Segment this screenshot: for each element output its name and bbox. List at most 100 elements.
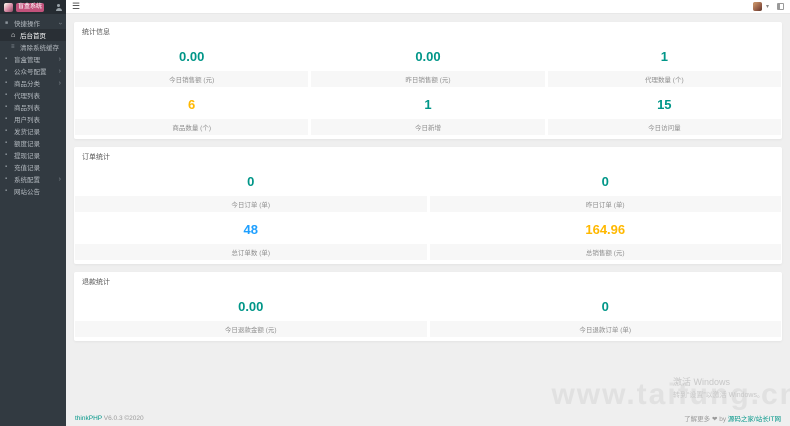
sidebar-item-label: 提现记录 xyxy=(14,153,40,160)
sidebar-item-agent-list[interactable]: 代理列表 xyxy=(0,89,66,101)
stat-value: 1 xyxy=(660,49,668,64)
stat-value: 48 xyxy=(243,222,258,237)
stat-value: 1 xyxy=(424,97,432,112)
sidebar-item-system-config[interactable]: 系统配置 xyxy=(0,173,66,185)
sidebar: 盲盒系统 快捷操作 后台首页 清除系统缓存 盲盒管理 xyxy=(0,0,66,426)
footer: thinkPHP V6.0.3 ©2020 了解更多 ❤ by 源码之家/站长I… xyxy=(66,410,790,426)
chevron-down-icon xyxy=(59,20,61,27)
menu-toggle-icon[interactable]: ☰ xyxy=(72,1,81,11)
recharge-icon xyxy=(5,164,14,170)
sidebar-item-label: 商品列表 xyxy=(14,105,40,112)
stat-value: 0 xyxy=(247,174,255,189)
stat-label: 今日退款金额 (元) xyxy=(75,321,427,337)
topbar-right: ▾ xyxy=(752,2,784,11)
home-icon xyxy=(11,32,20,39)
main-content: 统计信息 0.00 今日销售额 (元) 0.00 昨日销售额 (元) 1 代理数… xyxy=(66,14,790,426)
folder-icon xyxy=(5,20,14,26)
goods-icon xyxy=(5,104,14,110)
sidebar-item-label: 充值记录 xyxy=(14,165,40,172)
sidebar-item-recharge-records[interactable]: 充值记录 xyxy=(0,161,66,173)
sidebar-item-label: 清除系统缓存 xyxy=(20,45,59,52)
sidebar-item-label: 发货记录 xyxy=(14,129,40,136)
stat-value: 164.96 xyxy=(585,222,626,237)
user-icon[interactable] xyxy=(55,3,62,11)
stat-cell: 0.00 昨日销售额 (元) xyxy=(311,41,545,89)
stat-label: 昨日销售额 (元) xyxy=(311,71,545,87)
sidebar-item-label: 用户列表 xyxy=(14,117,40,124)
sidebar-item-label: 网站公告 xyxy=(14,189,40,196)
stat-cell: 6 商品数量 (个) xyxy=(75,89,309,137)
quota-icon xyxy=(5,140,14,146)
sidebar-item-blindbox-manage[interactable]: 盲盒管理 xyxy=(0,53,66,65)
footer-brand[interactable]: thinkPHP xyxy=(75,414,102,422)
notice-icon xyxy=(5,188,14,194)
tag-icon xyxy=(5,80,14,86)
chevron-right-icon xyxy=(59,68,61,75)
stat-value: 0.00 xyxy=(415,49,441,64)
stat-value: 15 xyxy=(657,97,672,112)
topbar: ☰ ▾ xyxy=(66,0,790,14)
sidebar-item-quick-actions[interactable]: 快捷操作 xyxy=(0,17,66,29)
chevron-right-icon xyxy=(59,80,61,87)
chevron-down-icon[interactable]: ▾ xyxy=(765,3,769,10)
stat-label: 代理数量 (个) xyxy=(547,71,781,87)
users-icon xyxy=(5,116,14,122)
footer-version: thinkPHP V6.0.3 ©2020 xyxy=(75,415,144,422)
footer-credit: 了解更多 ❤ by 源码之家/站长IT网 xyxy=(684,413,781,423)
sidebar-item-home[interactable]: 后台首页 xyxy=(0,29,66,41)
stat-cell: 0.00 今日退款金额 (元) xyxy=(75,291,427,339)
sidebar-item-site-notice[interactable]: 网站公告 xyxy=(0,185,66,197)
sidebar-item-label: 盲盒管理 xyxy=(14,57,40,64)
stat-label: 今日订单 (单) xyxy=(75,196,427,212)
stat-label: 今日新增 xyxy=(311,119,545,135)
avatar[interactable] xyxy=(752,2,762,11)
sidebar-item-label: 快捷操作 xyxy=(14,21,40,28)
app-title: 盲盒系统 xyxy=(16,2,45,12)
stat-label: 昨日订单 (单) xyxy=(429,196,781,212)
chat-icon xyxy=(5,68,14,74)
orders-panel: 订单统计 0 今日订单 (单) 0 昨日订单 (单) 48 总订单数 (单) 1… xyxy=(74,147,782,264)
stats-grid: 0.00 今日退款金额 (元) 0 今日退款订单 (单) xyxy=(74,291,782,339)
sidebar-item-label: 商品分类 xyxy=(14,81,40,88)
sidebar-item-withdraw-records[interactable]: 提现记录 xyxy=(0,149,66,161)
stats-panel: 统计信息 0.00 今日销售额 (元) 0.00 昨日销售额 (元) 1 代理数… xyxy=(74,22,782,139)
stat-cell: 48 总订单数 (单) xyxy=(75,214,427,262)
sidebar-item-category[interactable]: 商品分类 xyxy=(0,77,66,89)
stat-value: 0 xyxy=(601,174,609,189)
sidebar-item-label: 额度记录 xyxy=(14,141,40,148)
box-icon xyxy=(5,56,14,62)
chevron-right-icon xyxy=(59,176,61,183)
stat-value: 6 xyxy=(188,97,196,112)
stats-grid: 0.00 今日销售额 (元) 0.00 昨日销售额 (元) 1 代理数量 (个)… xyxy=(74,41,782,137)
stat-label: 总销售额 (元) xyxy=(429,244,781,260)
stat-cell: 0 今日订单 (单) xyxy=(75,166,427,214)
stat-cell: 164.96 总销售额 (元) xyxy=(429,214,781,262)
stat-cell: 1 今日新增 xyxy=(311,89,545,137)
logo-image xyxy=(4,2,13,12)
sidebar-item-wechat-config[interactable]: 公众号配置 xyxy=(0,65,66,77)
stat-label: 今日退款订单 (单) xyxy=(429,321,781,337)
stat-cell: 0.00 今日销售额 (元) xyxy=(75,41,309,89)
sidebar-item-quota-records[interactable]: 额度记录 xyxy=(0,137,66,149)
theme-icon[interactable] xyxy=(777,3,784,10)
withdraw-icon xyxy=(5,152,14,158)
sidebar-item-user-list[interactable]: 用户列表 xyxy=(0,113,66,125)
stat-cell: 0 昨日订单 (单) xyxy=(429,166,781,214)
settings-icon xyxy=(5,176,14,182)
panel-title: 退款统计 xyxy=(82,279,110,286)
stats-grid: 0 今日订单 (单) 0 昨日订单 (单) 48 总订单数 (单) 164.96… xyxy=(74,166,782,262)
panel-title: 统计信息 xyxy=(82,29,110,36)
sidebar-item-label: 系统配置 xyxy=(14,177,40,184)
footer-version-text: V6.0.3 ©2020 xyxy=(101,414,144,422)
stat-cell: 0 今日退款订单 (单) xyxy=(429,291,781,339)
sidebar-item-clear-cache[interactable]: 清除系统缓存 xyxy=(0,41,66,53)
stat-label: 今日访问量 xyxy=(547,119,781,135)
footer-credit-link[interactable]: 源码之家/站长IT网 xyxy=(727,416,781,423)
agent-icon xyxy=(5,92,14,98)
sidebar-menu: 快捷操作 后台首页 清除系统缓存 盲盒管理 公众号配置 xyxy=(0,14,66,197)
stat-cell: 1 代理数量 (个) xyxy=(547,41,781,89)
sidebar-item-goods-list[interactable]: 商品列表 xyxy=(0,101,66,113)
sidebar-item-delivery-records[interactable]: 发货记录 xyxy=(0,125,66,137)
stat-label: 今日销售额 (元) xyxy=(75,71,309,87)
